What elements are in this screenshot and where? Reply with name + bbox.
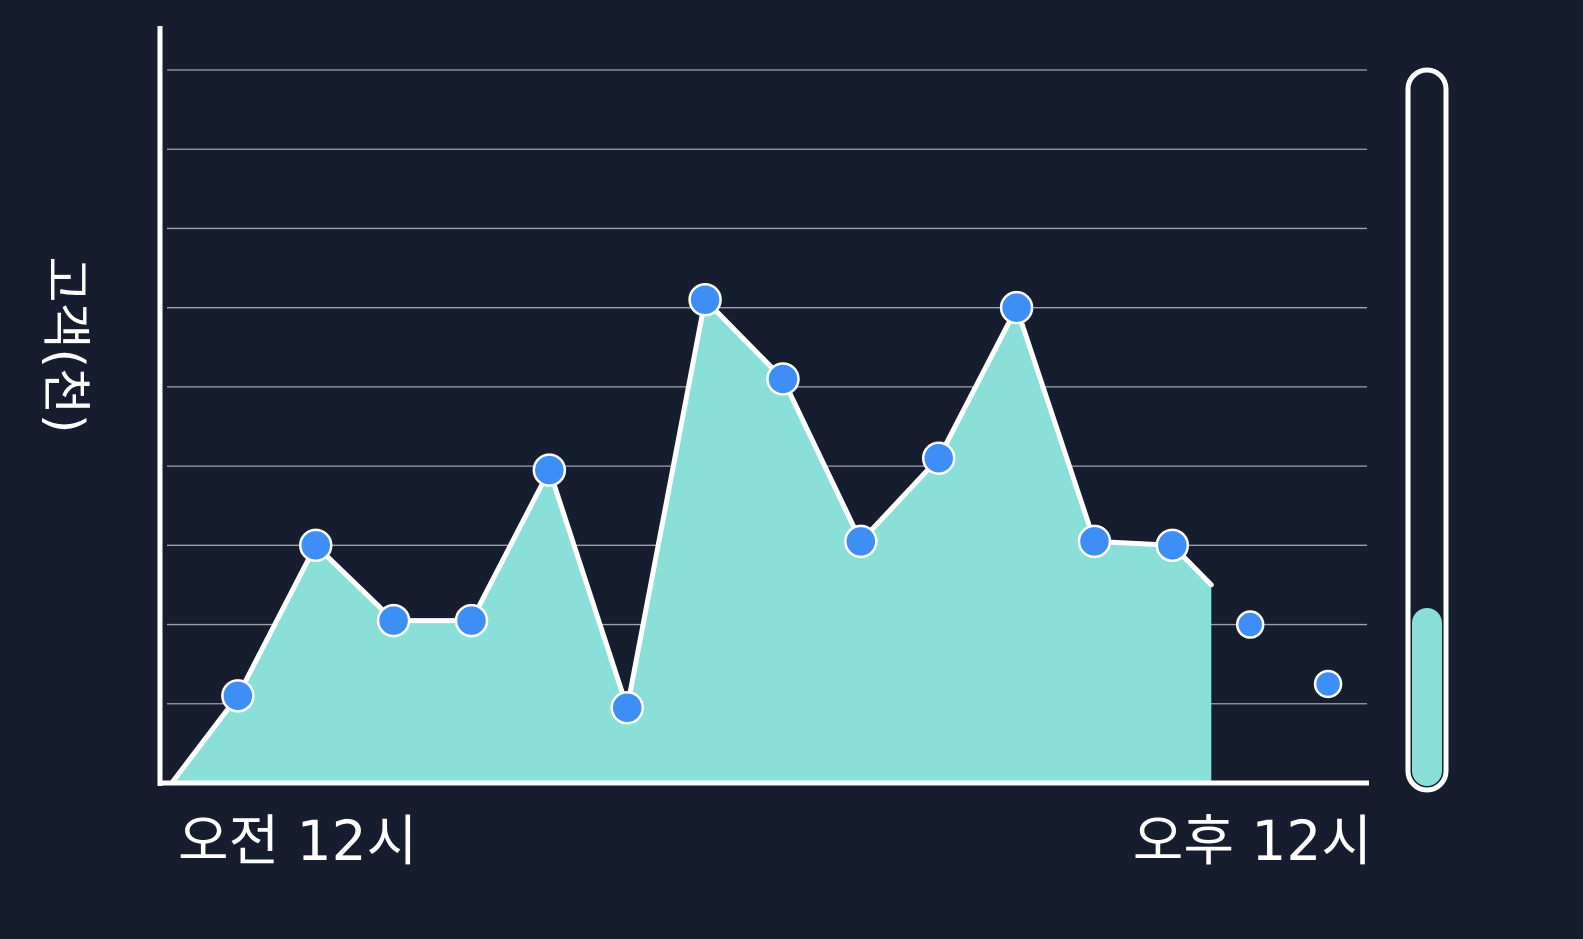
- data-point: [1313, 669, 1343, 699]
- chart-axes: [157, 26, 1369, 786]
- x-tick-label-start: 오전 12시: [178, 809, 417, 873]
- gauge-fill: [1412, 608, 1442, 786]
- data-point: [688, 282, 722, 317]
- data-point: [532, 453, 567, 487]
- data-point: [221, 679, 255, 713]
- data-point: [921, 441, 956, 475]
- x-tick-label-end: 오후 12시: [1133, 809, 1372, 873]
- data-point: [610, 690, 644, 725]
- data-point: [844, 524, 878, 559]
- data-point: [1155, 528, 1190, 563]
- data-point: [999, 290, 1034, 325]
- data-points: [221, 282, 1343, 725]
- data-point: [766, 362, 800, 396]
- y-axis-label: 고객(천): [37, 256, 95, 433]
- data-point: [376, 603, 411, 638]
- progress-gauge: [1405, 67, 1449, 793]
- data-point: [1077, 524, 1112, 559]
- data-point: [1235, 610, 1265, 639]
- data-point: [454, 603, 489, 638]
- gauge-frame: [1405, 67, 1449, 793]
- area-fill: [171, 299, 1212, 783]
- data-point: [298, 528, 333, 563]
